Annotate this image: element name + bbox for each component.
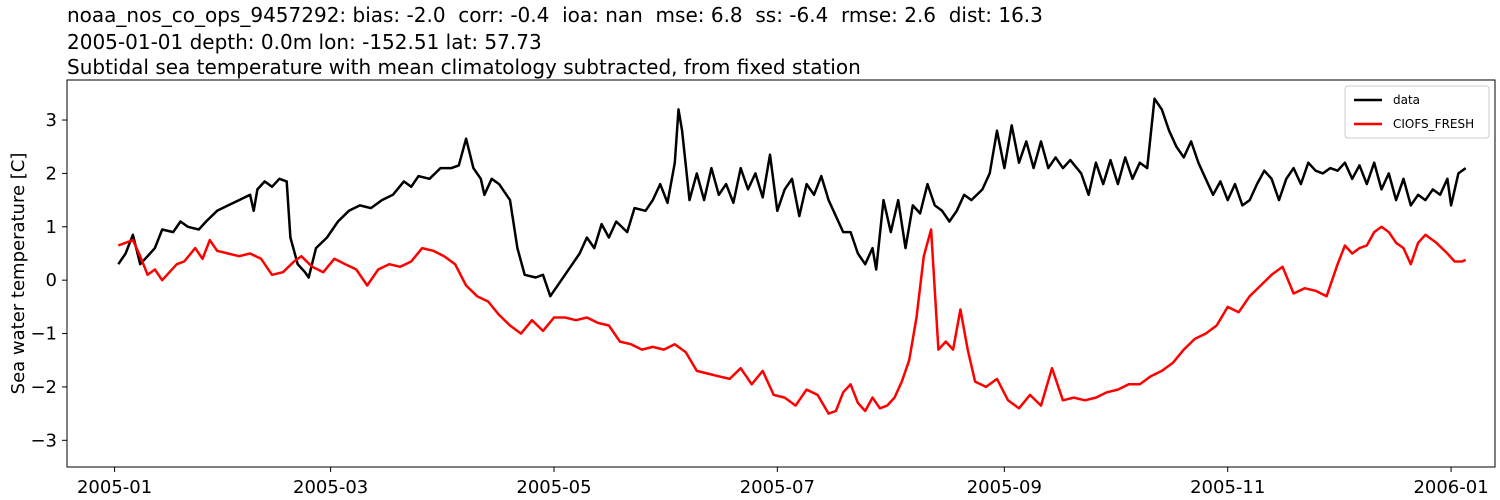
chart-title-line-1: noaa_nos_co_ops_9457292: bias: -2.0 corr… bbox=[67, 3, 1043, 27]
y-axis: −3 −2 −1 0 1 2 3 bbox=[30, 110, 67, 451]
series-layer bbox=[117, 97, 1467, 415]
chart-title-line-2: 2005-01-01 depth: 0.0m lon: -152.51 lat:… bbox=[67, 30, 542, 54]
y-tick-label: 3 bbox=[46, 110, 57, 131]
series-line-ciofs-fresh bbox=[117, 225, 1467, 415]
legend-entry-label: CIOFS_FRESH bbox=[1393, 117, 1474, 131]
x-tick-label: 2006-01 bbox=[1413, 477, 1488, 498]
x-axis: 2005-01 2005-03 2005-05 2005-07 2005-09 2005-… bbox=[77, 467, 1489, 498]
y-tick-label: −1 bbox=[30, 324, 57, 345]
y-tick-label: −2 bbox=[30, 377, 57, 398]
series-line-data bbox=[117, 97, 1467, 298]
y-axis-label: Sea water temperature [C] bbox=[8, 153, 29, 395]
x-tick-label: 2005-11 bbox=[1190, 477, 1265, 498]
x-tick-label: 2005-07 bbox=[740, 477, 815, 498]
axes-frame bbox=[66, 79, 1496, 468]
x-tick-label: 2005-01 bbox=[77, 477, 152, 498]
legend: data CIOFS_FRESH bbox=[1344, 85, 1490, 139]
y-tick-label: 2 bbox=[46, 163, 57, 184]
x-tick-label: 2005-05 bbox=[516, 477, 591, 498]
chart-title-line-3: Subtidal sea temperature with mean clima… bbox=[67, 55, 861, 79]
y-tick-label: 1 bbox=[46, 217, 57, 238]
legend-entry-label: data bbox=[1393, 93, 1420, 107]
x-tick-label: 2005-03 bbox=[293, 477, 368, 498]
y-tick-label: −3 bbox=[30, 430, 57, 451]
x-tick-label: 2005-09 bbox=[967, 477, 1042, 498]
y-tick-label: 0 bbox=[46, 270, 57, 291]
